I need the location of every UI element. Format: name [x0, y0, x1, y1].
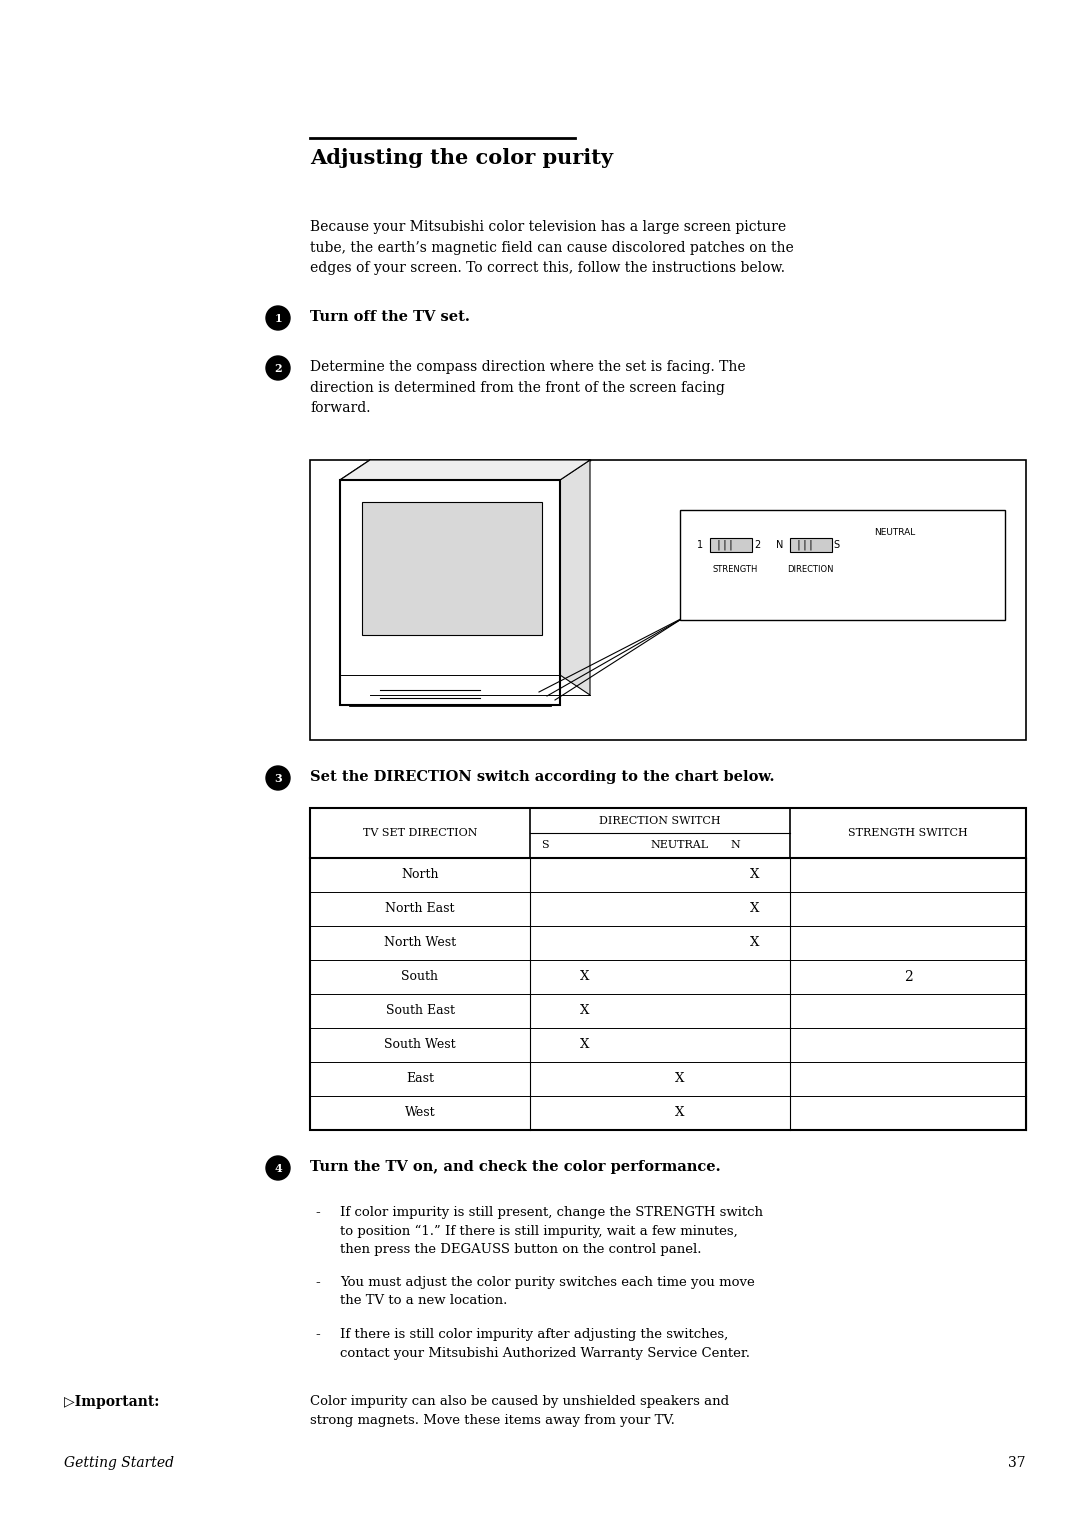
Text: N: N: [777, 540, 784, 549]
Text: N: N: [730, 839, 740, 850]
Text: S: S: [541, 839, 549, 850]
Circle shape: [266, 766, 291, 790]
Text: DIRECTION: DIRECTION: [786, 565, 834, 574]
Text: 37: 37: [1009, 1456, 1026, 1470]
Text: -: -: [315, 1206, 320, 1219]
Circle shape: [266, 307, 291, 330]
Text: TV SET DIRECTION: TV SET DIRECTION: [363, 829, 477, 838]
Text: S: S: [833, 540, 839, 549]
Text: South: South: [402, 971, 438, 983]
Text: X: X: [580, 971, 590, 983]
Circle shape: [266, 1157, 291, 1180]
Bar: [710, 539, 752, 552]
Bar: [310, 459, 1026, 740]
Text: Turn off the TV set.: Turn off the TV set.: [310, 310, 470, 324]
Text: North: North: [402, 868, 438, 882]
Text: |: |: [715, 540, 721, 551]
Text: ▷Important:: ▷Important:: [64, 1395, 160, 1408]
Text: Getting Started: Getting Started: [64, 1456, 174, 1470]
Polygon shape: [340, 459, 590, 481]
Text: Turn the TV on, and check the color performance.: Turn the TV on, and check the color perf…: [310, 1160, 720, 1173]
Text: South East: South East: [386, 1004, 455, 1018]
Text: Determine the compass direction where the set is facing. The
direction is determ: Determine the compass direction where th…: [310, 360, 745, 415]
Text: North East: North East: [386, 902, 455, 916]
Bar: [310, 807, 1026, 1129]
Text: East: East: [406, 1073, 434, 1085]
Text: X: X: [675, 1073, 685, 1085]
Text: NEUTRAL: NEUTRAL: [651, 839, 710, 850]
Text: X: X: [675, 1106, 685, 1120]
Text: -: -: [315, 1328, 320, 1341]
Text: X: X: [751, 937, 759, 949]
Text: |: |: [721, 540, 727, 551]
Text: -: -: [315, 1276, 320, 1289]
Text: |: |: [727, 540, 733, 551]
Text: Set the DIRECTION switch according to the chart below.: Set the DIRECTION switch according to th…: [310, 771, 774, 784]
Text: If color impurity is still present, change the STRENGTH switch
to position “1.” : If color impurity is still present, chan…: [340, 1206, 762, 1256]
Text: North West: North West: [383, 937, 456, 949]
Text: X: X: [580, 1039, 590, 1051]
Text: Because your Mitsubishi color television has a large screen picture
tube, the ea: Because your Mitsubishi color television…: [310, 220, 794, 275]
Text: NEUTRAL: NEUTRAL: [875, 528, 916, 537]
Text: STRENGTH SWITCH: STRENGTH SWITCH: [848, 829, 968, 838]
Text: |: |: [801, 540, 807, 551]
Text: If there is still color impurity after adjusting the switches,
contact your Mits: If there is still color impurity after a…: [340, 1328, 750, 1360]
Text: 2: 2: [274, 363, 282, 374]
Text: 3: 3: [274, 772, 282, 783]
Text: |: |: [807, 540, 813, 551]
Text: West: West: [405, 1106, 435, 1120]
Polygon shape: [362, 502, 542, 635]
Text: South West: South West: [384, 1039, 456, 1051]
Polygon shape: [561, 459, 590, 694]
Text: STRENGTH: STRENGTH: [713, 565, 758, 574]
Text: DIRECTION SWITCH: DIRECTION SWITCH: [599, 816, 720, 826]
Bar: [789, 539, 832, 552]
Text: 4: 4: [274, 1163, 282, 1173]
Text: You must adjust the color purity switches each time you move
the TV to a new loc: You must adjust the color purity switche…: [340, 1276, 755, 1308]
Text: 1: 1: [697, 540, 703, 549]
Text: X: X: [751, 902, 759, 916]
Bar: [680, 510, 1005, 620]
Text: |: |: [795, 540, 801, 551]
Text: X: X: [751, 868, 759, 882]
Text: Adjusting the color purity: Adjusting the color purity: [310, 148, 613, 168]
Text: 2: 2: [754, 540, 760, 549]
Text: X: X: [580, 1004, 590, 1018]
Text: 1: 1: [274, 313, 282, 324]
Circle shape: [266, 356, 291, 380]
Text: Color impurity can also be caused by unshielded speakers and
strong magnets. Mov: Color impurity can also be caused by uns…: [310, 1395, 729, 1427]
Text: 2: 2: [904, 971, 913, 984]
